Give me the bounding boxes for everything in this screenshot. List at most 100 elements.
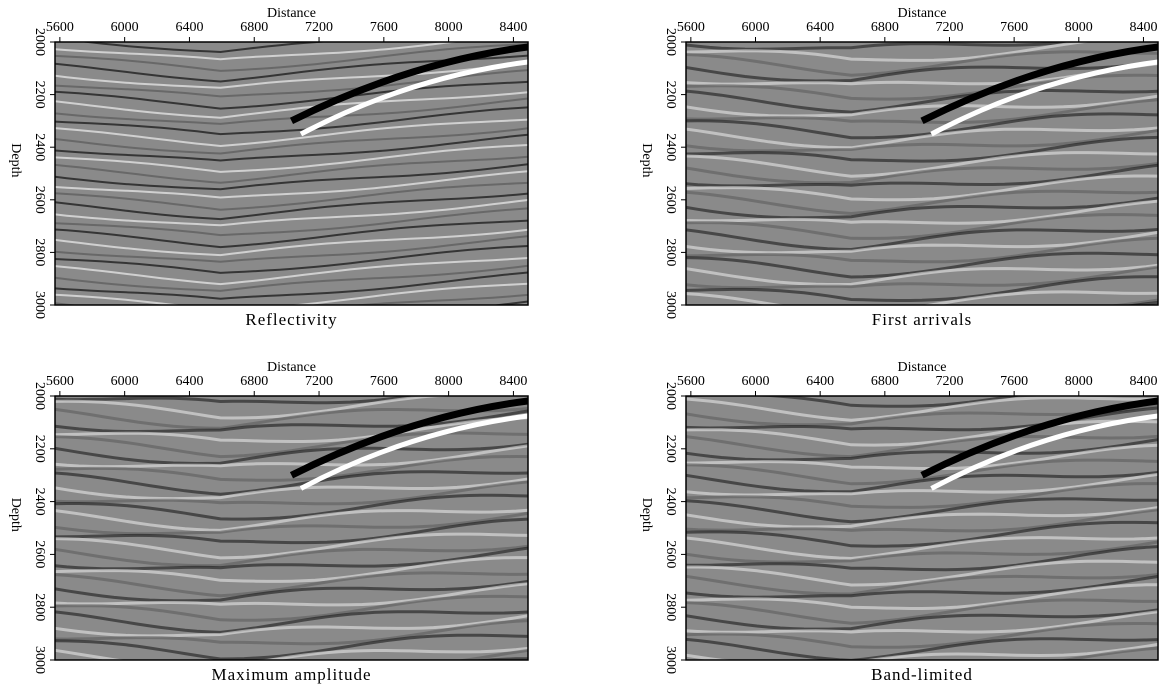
reflector [686,126,1158,150]
y-tick-label: 2600 [663,186,678,214]
reflector [55,480,528,506]
panel: 5600 6000 6400 6800 7200 7600 8000 8400 2000 2200… [639,360,1159,684]
panel-frame [54,395,529,661]
x-axis-label: Distance [267,360,316,375]
reflector [930,413,1158,491]
reflector [686,482,1158,509]
reflector [686,536,1158,561]
reflector [55,271,528,300]
reflector [55,199,528,227]
reflector [55,228,528,257]
reflector [686,540,1158,564]
x-tick-label: 8400 [499,374,527,389]
reflector [686,508,1158,533]
x-tick-label: 7200 [305,20,333,35]
x-tick-label: 6400 [175,374,203,389]
reflector [55,610,528,634]
reflector [55,106,528,136]
reflector [55,416,528,443]
reflector [686,94,1158,118]
reflector [55,511,528,536]
reflector [1057,646,1158,660]
x-tick-label: 7200 [935,20,963,35]
reflector [299,413,528,491]
reflector [55,477,528,501]
reflector [686,419,1158,447]
reflector [55,331,528,356]
y-axis-label: Depth [8,143,23,177]
reflector [55,61,528,89]
y-tick-label: 2200 [32,435,47,463]
reflector [55,155,528,184]
panel: 5600 6000 6400 6800 7200 7600 8000 8400 2000 2200… [639,6,1159,352]
reflector [55,454,528,482]
y-tick-label: 2400 [32,133,47,161]
y-tick-label: 2600 [663,540,678,568]
reflector [55,396,528,420]
x-tick-label: 7600 [1000,374,1028,389]
reflector [55,619,528,646]
reflector [55,493,528,521]
reflector [55,582,528,607]
reflector [55,646,528,660]
reflector [686,472,1158,497]
x-tick-label: 7600 [1000,20,1028,35]
reflector [686,189,1158,216]
reflector [686,213,1158,240]
reflector [686,162,1158,185]
reflector [686,396,1158,422]
reflector [686,458,1158,486]
x-tick-label: 5600 [677,374,705,389]
reflector [686,575,1158,599]
reflector [686,275,1158,302]
reflector [55,245,528,274]
reflector [686,199,1158,225]
x-tick-label: 6000 [742,374,770,389]
x-tick-label: 8400 [1129,374,1157,389]
x-tick-label: 6800 [240,20,268,35]
reflector [686,434,1158,459]
panel-title: Reflectivity [245,310,337,329]
reflector [920,397,1158,479]
reflector [55,594,528,622]
reflector [55,163,528,191]
reflector [686,265,1158,290]
reflector [686,331,1158,352]
reflector [55,407,528,430]
reflector [55,133,528,162]
reflector [686,112,1158,140]
reflector [55,257,528,286]
seismic-image [686,42,1158,352]
y-tick-label: 2200 [663,81,678,109]
reflector [686,196,1158,220]
y-tick-label: 2400 [32,488,47,516]
seismic-image [686,396,1158,660]
reflector [299,59,528,137]
x-tick-label: 8000 [435,374,463,389]
panel: 5600 6000 6400 6800 7200 7600 8000 8400 2000 2200… [8,360,529,684]
reflector [686,642,1158,660]
reflector [686,89,1158,114]
reflector [686,135,1158,163]
reflector [686,263,1158,286]
x-tick-label: 6400 [175,20,203,35]
reflector [55,207,528,237]
y-tick-label: 3000 [663,291,678,319]
x-tick-label: 7600 [370,374,398,389]
reflector [686,573,1158,596]
x-tick-label: 8000 [435,20,463,35]
reflector [686,42,1080,51]
reflector [55,235,528,263]
reflector [55,444,528,469]
reflector [686,128,1158,153]
reflector [686,438,1158,462]
reflector [686,228,1158,252]
reflector [289,397,528,479]
x-tick-label: 6000 [742,20,770,35]
panel: 5600 6000 6400 6800 7200 7600 8000 8400 2000 2200… [8,6,529,356]
x-tick-label: 5600 [46,20,74,35]
reflector [55,532,528,560]
reflector [55,546,528,571]
seismic-image [55,42,528,356]
reflector [55,409,528,433]
